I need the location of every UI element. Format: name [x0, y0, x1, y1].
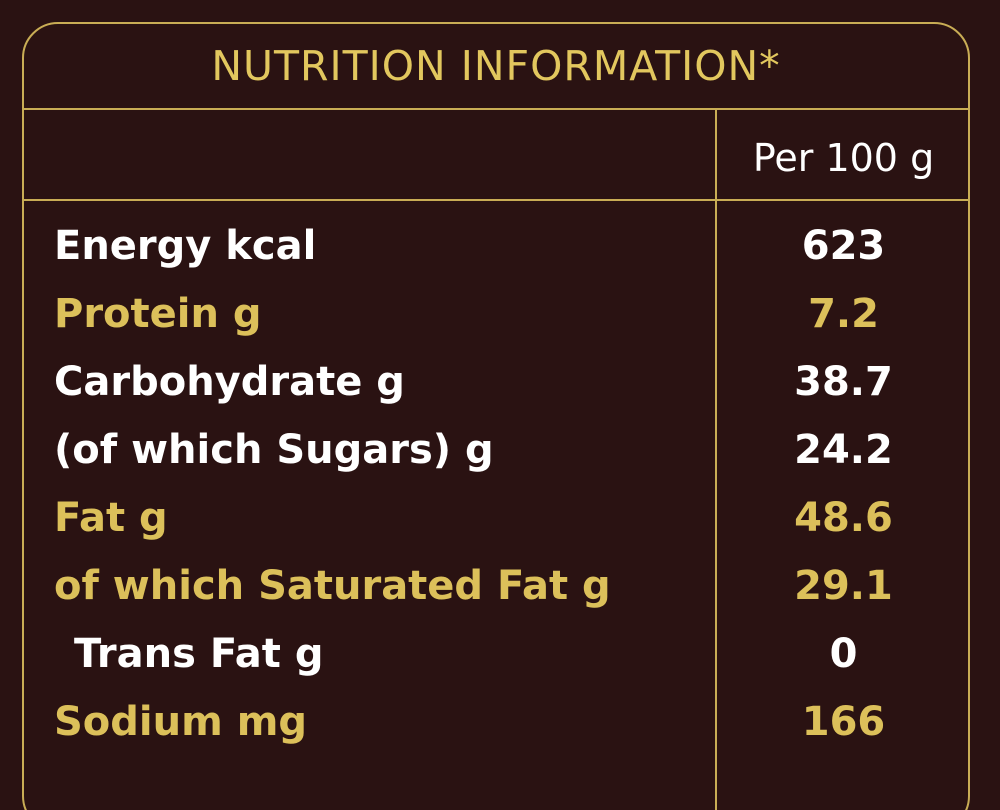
row-label: Sodium mg: [54, 699, 308, 745]
row-label: Fat g: [54, 495, 168, 541]
column-divider: [715, 110, 717, 810]
row-label: Energy kcal: [54, 223, 317, 269]
row-fat: Fat g 48.6: [0, 484, 1000, 552]
row-value: 24.2: [794, 427, 893, 473]
divider-under-header: [22, 199, 970, 201]
row-value: 29.1: [794, 563, 893, 609]
nutrition-panel: [22, 22, 970, 810]
row-label: Protein g: [54, 291, 262, 337]
row-label: (of which Sugars) g: [54, 427, 494, 473]
row-value: 166: [801, 699, 886, 745]
row-sodium: Sodium mg 166: [0, 688, 1000, 756]
row-value: 48.6: [794, 495, 893, 541]
row-saturated-fat: of which Saturated Fat g 29.1: [0, 552, 1000, 620]
row-value: 7.2: [808, 291, 879, 337]
row-value: 0: [829, 631, 858, 677]
row-value: 623: [801, 223, 886, 269]
row-label: Trans Fat g: [74, 631, 324, 677]
nutrition-rows: Energy kcal 623 Protein g 7.2 Carbohydra…: [0, 212, 1000, 756]
divider-under-title: [22, 108, 970, 110]
column-header-per-100g: Per 100 g: [752, 136, 935, 180]
row-value: 38.7: [794, 359, 893, 405]
row-trans-fat: Trans Fat g 0: [0, 620, 1000, 688]
row-label: of which Saturated Fat g: [54, 563, 611, 609]
panel-title: NUTRITION INFORMATION*: [211, 42, 781, 90]
row-label: Carbohydrate g: [54, 359, 405, 405]
row-energy: Energy kcal 623: [0, 212, 1000, 280]
row-protein: Protein g 7.2: [0, 280, 1000, 348]
row-sugars: (of which Sugars) g 24.2: [0, 416, 1000, 484]
row-carbohydrate: Carbohydrate g 38.7: [0, 348, 1000, 416]
